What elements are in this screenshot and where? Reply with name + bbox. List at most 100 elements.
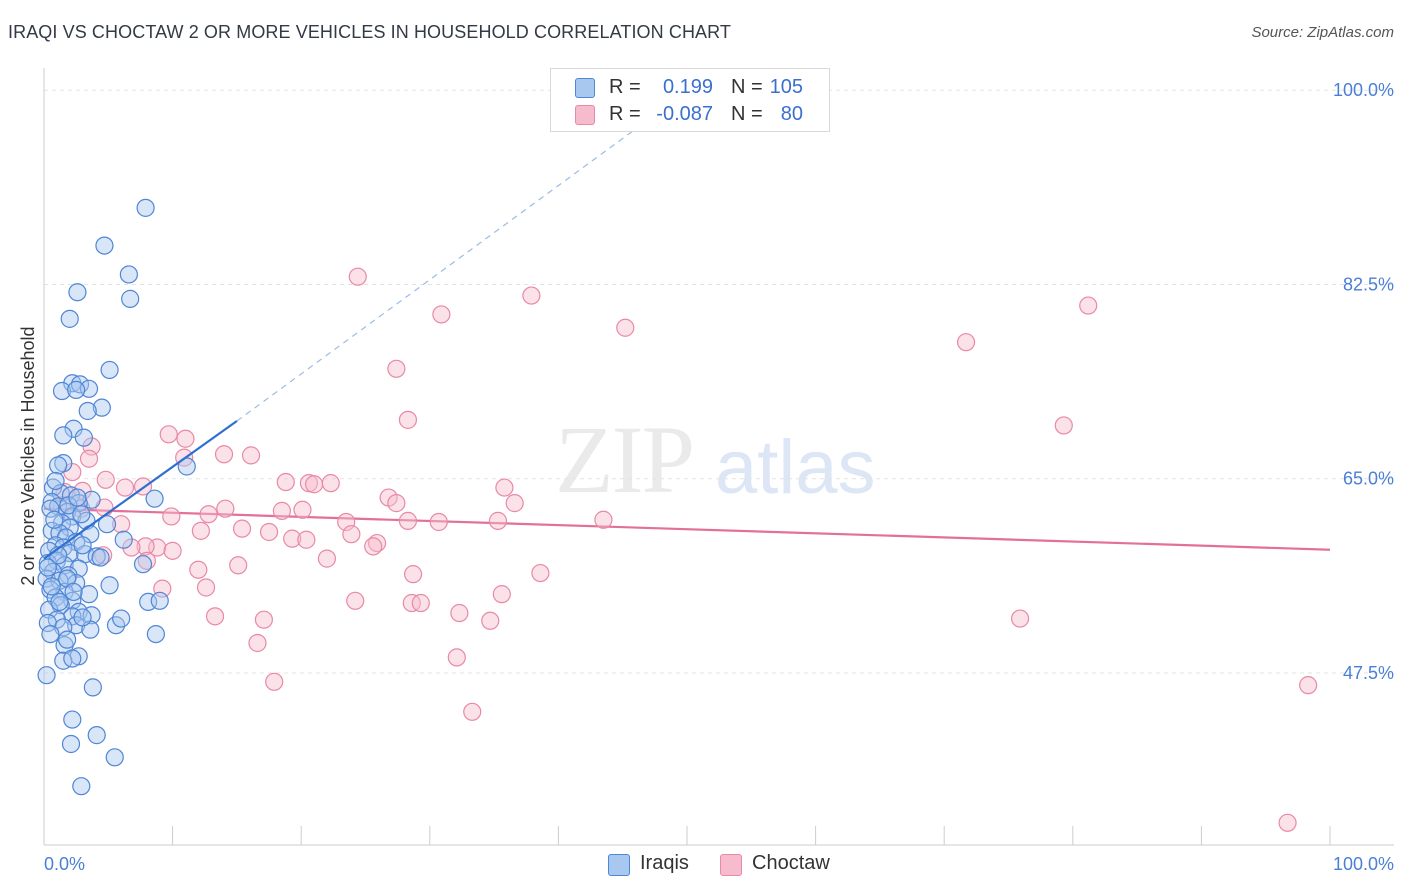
gridlines bbox=[44, 89, 1394, 674]
iraqi-point bbox=[150, 591, 169, 610]
iraqi-point bbox=[63, 649, 82, 668]
choctaw-point bbox=[398, 511, 418, 530]
choctaw-point bbox=[531, 563, 550, 583]
iraqi-point bbox=[83, 678, 102, 697]
choctaw-point bbox=[297, 530, 316, 549]
choctaw-point bbox=[429, 512, 448, 532]
legend-swatch-iraqi bbox=[575, 78, 595, 98]
choctaw-point bbox=[229, 556, 248, 575]
choctaw-point bbox=[321, 474, 340, 493]
choctaw-point bbox=[265, 672, 284, 691]
choctaw-point bbox=[481, 611, 500, 630]
legend-r-value: 0.199 bbox=[662, 76, 713, 98]
choctaw-point bbox=[387, 359, 406, 378]
choctaw-trend-line bbox=[43, 507, 1331, 551]
iraqi-point bbox=[68, 283, 87, 302]
choctaw-point bbox=[112, 515, 131, 534]
y-tick-label: 65.0% bbox=[1343, 469, 1394, 489]
iraqi-point bbox=[133, 555, 153, 574]
choctaw-point bbox=[398, 410, 418, 429]
iraqi-point bbox=[73, 608, 92, 627]
choctaw-point bbox=[276, 472, 295, 492]
choctaw-point bbox=[272, 501, 292, 520]
choctaw-point bbox=[1054, 416, 1073, 435]
x-tick-label-min: 0.0% bbox=[44, 854, 85, 874]
iraqi-point bbox=[100, 576, 119, 595]
choctaw-point bbox=[136, 537, 155, 556]
legend-swatch-iraqis bbox=[608, 854, 630, 876]
correlation-legend: R = 0.199 N = 105 R = -0.087 N = 80 bbox=[550, 68, 830, 132]
choctaw-point bbox=[317, 549, 337, 568]
iraqi-point bbox=[87, 726, 106, 745]
choctaw-point bbox=[259, 522, 279, 542]
choctaw-point bbox=[1299, 676, 1318, 695]
iraqi-point bbox=[78, 401, 97, 421]
choctaw-point bbox=[1278, 813, 1297, 832]
choctaw-point bbox=[447, 648, 466, 667]
choctaw-point bbox=[94, 546, 113, 565]
iraqi-point bbox=[45, 510, 64, 529]
choctaw-points bbox=[52, 267, 1318, 832]
iraqi-point bbox=[91, 548, 110, 567]
iraqi-point bbox=[41, 624, 60, 644]
choctaw-point bbox=[304, 475, 324, 494]
choctaw-point bbox=[191, 521, 210, 540]
choctaw-point bbox=[241, 446, 261, 465]
iraqi-point bbox=[121, 289, 140, 308]
legend-r-value: -0.087 bbox=[656, 103, 713, 125]
iraqi-point bbox=[73, 536, 92, 555]
choctaw-point bbox=[122, 538, 141, 557]
legend-n-value: 80 bbox=[780, 103, 803, 125]
choctaw-point bbox=[1010, 609, 1030, 628]
x-tick-label-max: 100.0% bbox=[1333, 854, 1394, 874]
iraqi-point bbox=[69, 559, 88, 578]
choctaw-point bbox=[199, 505, 218, 524]
iraqi-point bbox=[42, 577, 61, 596]
choctaw-point bbox=[162, 507, 181, 526]
choctaw-point bbox=[387, 494, 406, 513]
choctaw-point bbox=[196, 578, 216, 597]
legend-n-label: N = bbox=[731, 76, 763, 98]
legend-label-choctaw: Choctaw bbox=[752, 852, 830, 874]
legend-row-iraqi: R = 0.199 N = 105 bbox=[551, 74, 829, 102]
iraqi-point bbox=[37, 666, 56, 685]
iraqi-point bbox=[54, 426, 73, 445]
legend-n-value: 105 bbox=[769, 76, 803, 98]
choctaw-point bbox=[594, 510, 613, 529]
watermark-zip: ZIP bbox=[555, 406, 695, 513]
iraqi-point bbox=[145, 489, 164, 508]
legend-label-iraqis: Iraqis bbox=[640, 852, 689, 874]
legend-row-choctaw: R = -0.087 N = 80 bbox=[551, 101, 829, 129]
x-ticks bbox=[43, 826, 1331, 845]
series-legend: Iraqis Choctaw bbox=[0, 852, 1406, 878]
choctaw-point bbox=[96, 470, 115, 489]
trend-lines bbox=[43, 128, 1331, 551]
legend-swatch-choctaw bbox=[575, 105, 595, 125]
y-tick-label: 100.0% bbox=[1333, 80, 1394, 100]
choctaw-point bbox=[488, 511, 508, 530]
iraqi-point bbox=[72, 505, 91, 524]
iraqi-trend-line bbox=[43, 420, 238, 560]
iraqi-point bbox=[68, 488, 87, 507]
iraqi-point bbox=[38, 558, 57, 577]
choctaw-point bbox=[283, 529, 302, 548]
axes bbox=[43, 68, 1394, 846]
choctaw-point bbox=[214, 445, 234, 464]
iraqi-points bbox=[37, 198, 196, 796]
choctaw-point bbox=[342, 525, 361, 544]
iraqi-point bbox=[67, 380, 86, 399]
choctaw-point bbox=[159, 425, 178, 444]
iraqi-point bbox=[97, 515, 117, 534]
iraqi-point bbox=[146, 624, 165, 644]
iraqi-point bbox=[72, 777, 91, 796]
choctaw-point bbox=[956, 333, 976, 352]
choctaw-point bbox=[616, 318, 635, 337]
iraqi-point bbox=[119, 265, 138, 284]
iraqi-trend-extension bbox=[236, 128, 636, 422]
iraqi-point bbox=[61, 734, 81, 754]
choctaw-point bbox=[254, 610, 274, 629]
choctaw-point bbox=[115, 478, 135, 497]
iraqi-point bbox=[79, 379, 99, 398]
iraqi-point bbox=[136, 198, 155, 217]
iraqi-point bbox=[100, 360, 119, 380]
